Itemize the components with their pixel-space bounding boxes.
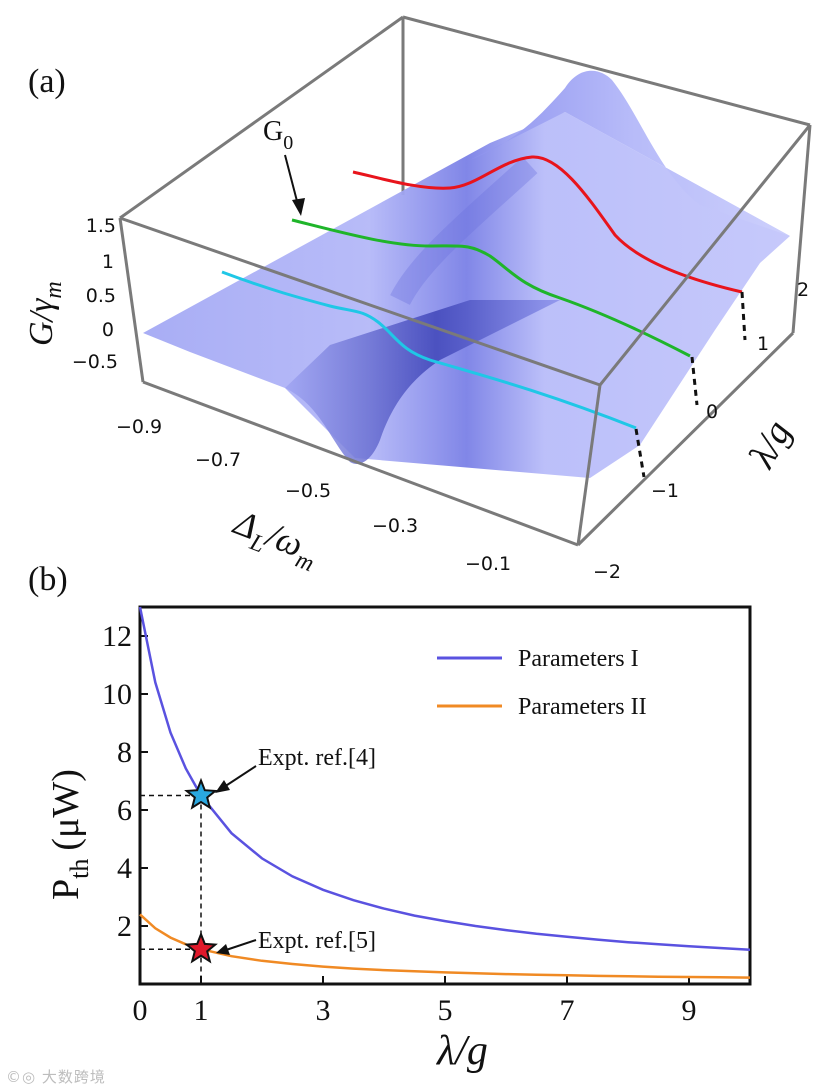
x-tick: −0.9 (116, 416, 162, 438)
watermark: ©◎ 大数跨境 (6, 1068, 106, 1086)
y-tick-label: 8 (117, 736, 132, 769)
x-axis-label-a: ΔL/ωm (225, 501, 325, 577)
surface-plane (143, 112, 790, 478)
plot-b: 0 1 3 5 7 9 2 4 6 8 10 12 (102, 606, 751, 1027)
box-back (118, 15, 812, 383)
x-tick: −0.7 (195, 449, 241, 471)
series-line-parameters-i (138, 606, 751, 952)
y-tick: −1 (651, 480, 679, 502)
panel-a-label: (a) (28, 63, 66, 100)
star-marker (184, 777, 218, 810)
x-tick-label: 3 (316, 994, 331, 1027)
legend-label-parameters-ii: Parameters II (518, 694, 647, 720)
g0-arrowhead (292, 198, 305, 216)
z-ticks: 1.5 1 0.5 0 −0.5 (72, 215, 118, 373)
y-axis-label-b: Pth(μW) (45, 769, 94, 900)
y-tick: −2 (593, 561, 621, 583)
annotation-expt-ref-5: Expt. ref.[5] (258, 928, 376, 954)
panel-b-label: (b) (28, 561, 68, 598)
g0-label: G0 (263, 116, 293, 154)
annotation-arrow-ref-4 (223, 765, 257, 788)
box-front (119, 124, 812, 547)
x-tick-label: 9 (682, 994, 697, 1027)
z-tick: 0.5 (86, 285, 116, 307)
x-tick-label: 5 (438, 994, 453, 1027)
slice-curve-green (291, 218, 691, 358)
z-tick: 0 (102, 319, 114, 341)
y-axis-label-a: λ/g (740, 414, 799, 475)
slice-drop-lines (634, 291, 747, 478)
x-tick: −0.1 (465, 553, 511, 575)
y-tick: 2 (797, 279, 809, 301)
y-tick: 1 (757, 333, 769, 355)
z-axis-label: G/γm (23, 281, 67, 346)
annotation-expt-ref-4: Expt. ref.[4] (258, 745, 376, 771)
y-tick-label: 10 (102, 678, 132, 711)
x-axis-label-b: λ/g (435, 1028, 488, 1074)
y-tick: 0 (706, 401, 718, 423)
annotation-arrowhead-ref-4 (215, 780, 230, 793)
x-tick-label: 7 (560, 994, 575, 1027)
y-tick-label: 12 (102, 620, 132, 653)
slice-curve-red (352, 155, 743, 294)
x-tick: −0.3 (372, 515, 418, 537)
annotation-arrowhead-ref-5 (216, 944, 230, 955)
surface-peak (470, 70, 790, 236)
legend-label-parameters-i: Parameters I (518, 646, 639, 672)
annotation-arrow-ref-5 (225, 939, 257, 951)
y-ticks-a: −2 −1 0 1 2 (593, 279, 809, 583)
z-tick: 1 (102, 251, 114, 273)
legend: Parameters I Parameters II (437, 646, 647, 720)
y-tick-label: 2 (117, 910, 132, 943)
y-tick-label: 6 (117, 794, 132, 827)
x-ticks-a: −0.9 −0.7 −0.5 −0.3 −0.1 (116, 416, 511, 575)
z-tick: 1.5 (86, 215, 116, 237)
surface-dip (285, 300, 560, 464)
slice-curve-cyan (221, 270, 637, 430)
x-tick: −0.5 (285, 480, 331, 502)
z-tick: −0.5 (72, 351, 118, 373)
x-tick-label: 1 (194, 994, 209, 1027)
g0-arrow (284, 154, 299, 206)
x-tick-label: 0 (133, 994, 148, 1027)
plot-frame-b (138, 605, 752, 986)
y-tick-label: 4 (117, 852, 132, 885)
star-marker (184, 931, 218, 964)
